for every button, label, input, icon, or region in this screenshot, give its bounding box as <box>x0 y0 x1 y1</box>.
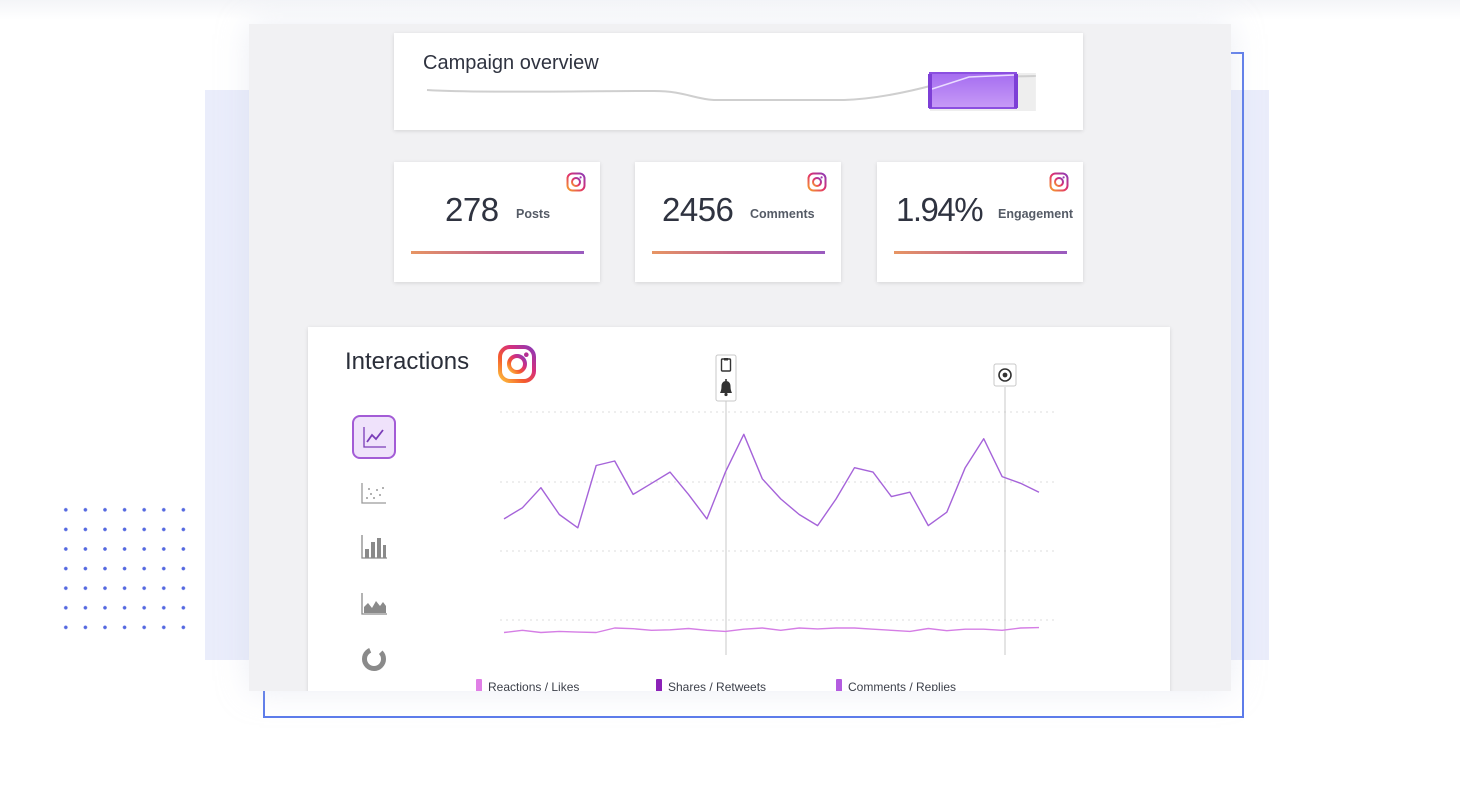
instagram-icon <box>566 172 586 192</box>
campaign-overview-card: Campaign overview <box>394 33 1083 130</box>
dashboard-screenshot: Campaign overview <box>249 24 1231 691</box>
campaign-overview-title: Campaign overview <box>423 52 599 74</box>
instagram-icon <box>807 172 827 192</box>
overview-timeline <box>426 72 1044 111</box>
stat-gradient-bar <box>652 251 825 254</box>
overview-range-selector[interactable] <box>929 72 1017 109</box>
legend-label: Reactions / Likes <box>488 680 580 691</box>
stat-value: 1.94% <box>896 191 984 228</box>
bell-icon <box>720 379 732 397</box>
range-handle-left[interactable] <box>928 74 932 108</box>
scatter-chart-tool[interactable] <box>352 471 396 515</box>
legend-item-reactions[interactable]: Reactions / Likes <box>476 679 579 691</box>
legend-item-shares[interactable]: Shares / Retweets <box>656 679 766 691</box>
series-line-1[interactable] <box>503 433 1040 529</box>
legend-swatch <box>656 679 662 691</box>
top-shade <box>0 0 1460 20</box>
marker-badge-1[interactable] <box>715 354 737 402</box>
legend-item-comments[interactable]: Comments / Replies <box>836 679 956 691</box>
instagram-icon <box>498 345 536 383</box>
line-chart-icon <box>363 427 386 448</box>
interactions-title: Interactions <box>345 348 470 375</box>
interactions-card: Interactions <box>308 327 1170 691</box>
bar-chart-tool[interactable] <box>352 525 396 569</box>
bar-chart-icon <box>361 535 387 559</box>
stat-label: Engagement <box>998 207 1074 221</box>
target-icon <box>998 368 1012 382</box>
series-line-2[interactable] <box>503 626 1040 634</box>
area-chart-icon <box>361 593 387 615</box>
overview-range-line <box>931 74 1015 90</box>
instagram-icon <box>1049 172 1069 192</box>
line-chart-tool[interactable] <box>352 415 396 459</box>
chart-markers <box>715 354 1017 655</box>
donut-chart-tool[interactable] <box>352 637 396 681</box>
stat-gradient-bar <box>411 251 584 254</box>
stat-card-engagement: 1.94% Engagement <box>877 162 1083 282</box>
stat-gradient-bar <box>894 251 1067 254</box>
stat-label: Comments <box>750 207 815 221</box>
legend-label: Shares / Retweets <box>668 680 767 691</box>
stat-label: Posts <box>516 207 551 221</box>
area-chart-tool[interactable] <box>352 581 396 625</box>
scatter-chart-icon <box>361 483 386 504</box>
stat-value: 278 <box>445 191 499 228</box>
legend-swatch <box>836 679 842 691</box>
clipboard-icon <box>720 358 732 372</box>
dot-pattern <box>56 500 186 630</box>
interactions-chart <box>500 354 1056 655</box>
stat-value: 2456 <box>662 191 734 228</box>
range-handle-right[interactable] <box>1014 74 1018 108</box>
chart-series <box>503 433 1040 634</box>
stat-card-comments: 2456 Comments <box>635 162 841 282</box>
stat-card-posts: 278 Posts <box>394 162 600 282</box>
chart-grid <box>500 411 1056 621</box>
donut-chart-icon <box>362 647 386 671</box>
legend-label: Comments / Replies <box>848 680 957 691</box>
marker-badge-2[interactable] <box>993 363 1017 387</box>
legend-swatch <box>476 679 482 691</box>
